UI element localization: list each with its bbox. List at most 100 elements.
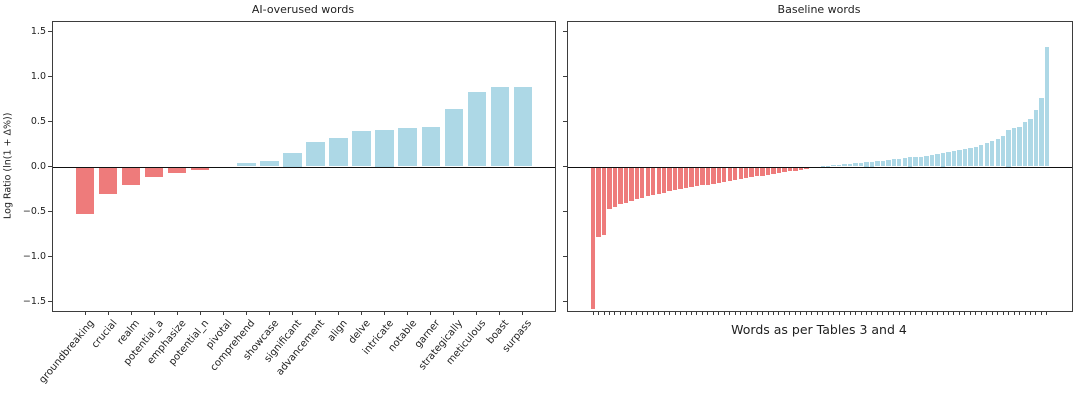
bar [744,166,749,179]
bar [398,127,417,167]
x-tick [652,311,654,315]
bar [623,166,629,203]
x-tick [685,311,687,315]
x-tick [430,311,432,315]
x-tick [153,311,155,315]
bar [656,166,661,195]
x-tick [499,311,501,315]
x-tick [680,311,682,315]
bar [869,161,875,167]
bar [629,166,634,201]
bar [886,160,891,167]
bar [1044,47,1050,167]
x-tick [718,311,720,315]
y-tick [563,211,567,213]
x-tick [893,311,895,315]
y-tick [563,75,567,77]
bar [858,162,864,167]
bar [793,166,798,172]
x-tick [871,311,873,315]
bar [694,166,700,187]
right-chart-x-axis-label: Words as per Tables 3 and 4 [731,322,907,337]
x-tick [904,311,906,315]
bar [329,137,348,167]
x-tick [838,311,840,315]
bar [705,166,711,185]
x-tick [751,311,753,315]
bar [902,158,907,167]
bar [820,165,825,167]
x-tick [603,311,605,315]
bar [711,166,716,184]
bar [962,149,968,167]
x-tick [522,311,524,315]
bar [776,166,782,173]
x-tick [476,311,478,315]
x-tick [407,311,409,315]
x-tick [268,311,270,315]
x-tick [701,311,703,315]
x-tick [827,311,829,315]
bar [618,166,623,205]
zero-axis-line [568,166,1072,168]
bar [875,161,880,167]
bar [283,152,302,167]
x-tick [608,311,610,315]
bar [826,165,831,167]
x-tick [876,311,878,315]
bar [771,166,776,174]
bar [891,159,896,167]
x-tick [729,311,731,315]
x-tick [1024,311,1026,315]
y-tick-label: −0.5 [22,206,46,218]
bar [700,166,705,186]
bar [727,166,732,181]
bar [957,150,962,167]
bar [75,166,95,215]
y-tick-label: −1.0 [22,251,46,263]
x-tick [663,311,665,315]
x-tick [384,311,386,315]
x-tick [805,311,807,315]
bar [689,166,694,188]
x-tick [964,311,966,315]
bar [924,155,929,167]
y-tick-label: 0.0 [30,161,46,172]
x-tick [947,311,949,315]
y-tick [48,30,52,32]
bar [1028,118,1033,167]
bar [940,152,946,167]
x-tick [723,311,725,315]
x-tick [991,311,993,315]
bar [306,142,325,167]
bar [908,157,913,167]
x-tick [592,311,594,315]
bar [661,166,667,193]
x-tick [338,311,340,315]
bar [880,161,886,167]
x-tick [800,311,802,315]
bar [444,108,464,167]
x-tick [816,311,818,315]
bar [782,166,787,172]
y-tick [48,120,52,122]
x-tick [453,311,455,315]
x-tick [844,311,846,315]
x-tick [1030,311,1031,315]
bar [651,166,656,196]
x-tick [619,311,621,315]
x-tick [636,311,638,315]
x-tick [778,311,780,315]
bar [1000,135,1006,167]
bar [1033,109,1039,167]
bar [798,166,804,171]
left-chart-title: AI-overused words [251,3,355,16]
bar [678,166,683,190]
bar [836,164,842,167]
x-tick [1040,311,1042,315]
x-tick [975,311,977,315]
x-tick [997,311,999,315]
x-tick [1046,311,1048,315]
x-tick [707,311,709,315]
